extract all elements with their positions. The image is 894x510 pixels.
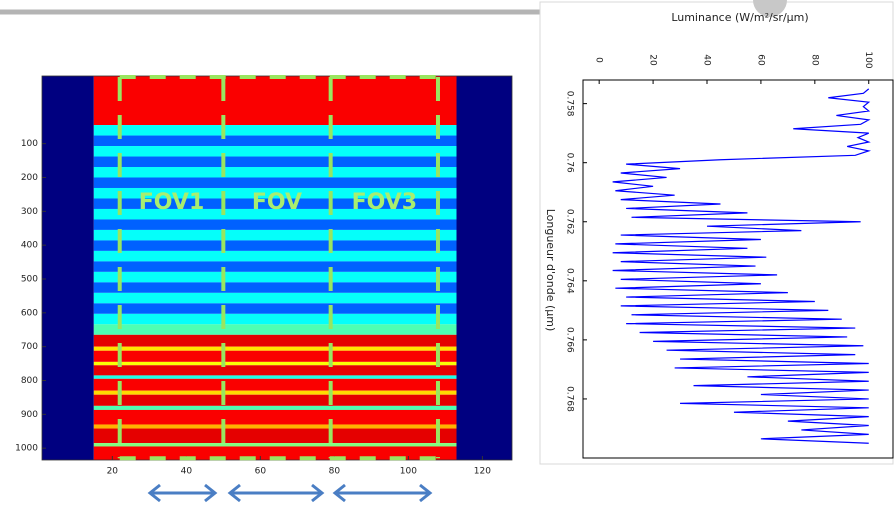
band xyxy=(94,146,457,156)
x-tick-label: 0.76 xyxy=(565,153,575,173)
image-background xyxy=(456,76,512,460)
x-tick-label: 120 xyxy=(474,467,491,477)
figure: Luminance (W/m²/sr/µm) Longueur d'onde (… xyxy=(0,0,894,510)
y-tick-label: 200 xyxy=(21,173,38,183)
chart-title: Luminance (W/m²/sr/µm) xyxy=(671,11,808,24)
y-tick-label: 80 xyxy=(809,54,819,66)
y-tick-label: 0 xyxy=(594,57,604,63)
x-axis-label: Longueur d'onde (µm) xyxy=(544,209,557,332)
band xyxy=(94,406,457,410)
x-tick-label: 0.768 xyxy=(565,386,575,412)
band xyxy=(94,424,457,428)
y-tick-label: 100 xyxy=(863,51,873,68)
band xyxy=(94,303,457,313)
y-tick-label: 900 xyxy=(21,410,38,420)
band xyxy=(94,391,457,395)
y-tick-label: 700 xyxy=(21,342,38,352)
y-tick-label: 300 xyxy=(21,207,38,217)
band xyxy=(94,177,457,187)
y-tick-label: 800 xyxy=(21,376,38,386)
image-background xyxy=(42,76,94,460)
fov-label: FOV3 xyxy=(352,190,417,215)
band xyxy=(94,219,457,229)
y-tick-label: 20 xyxy=(648,54,658,66)
y-tick-label: 400 xyxy=(21,241,38,251)
band xyxy=(94,362,457,365)
band xyxy=(94,429,457,444)
x-tick-label: 40 xyxy=(181,467,193,477)
band xyxy=(94,167,457,177)
fov-label: FOV1 xyxy=(139,190,204,215)
band xyxy=(94,157,457,167)
band xyxy=(94,293,457,303)
band xyxy=(94,335,457,347)
band xyxy=(94,379,457,391)
band xyxy=(94,314,457,324)
x-tick-label: 0.764 xyxy=(565,268,575,294)
y-tick-label: 100 xyxy=(21,139,38,149)
band xyxy=(94,365,457,375)
band xyxy=(94,261,457,271)
plot-frame xyxy=(583,80,893,458)
x-tick-label: 0.762 xyxy=(565,209,575,235)
band xyxy=(94,443,457,446)
x-tick-label: 80 xyxy=(329,467,341,477)
band xyxy=(94,125,457,135)
band xyxy=(94,136,457,146)
band xyxy=(94,375,457,378)
band xyxy=(94,351,457,362)
band xyxy=(94,324,457,334)
y-tick-label: 1000 xyxy=(15,444,38,454)
band xyxy=(94,282,457,292)
band xyxy=(94,410,457,425)
band xyxy=(94,272,457,282)
y-tick-label: 500 xyxy=(21,274,38,284)
band xyxy=(94,347,457,351)
fov-label: FOV xyxy=(252,190,302,215)
band xyxy=(94,76,457,125)
band xyxy=(94,251,457,261)
x-tick-label: 60 xyxy=(255,467,267,477)
band xyxy=(94,230,457,240)
fov-arrows xyxy=(150,485,430,501)
x-tick-label: 0.766 xyxy=(565,327,575,353)
y-tick-label: 600 xyxy=(21,308,38,318)
y-tick-label: 40 xyxy=(702,54,712,66)
band xyxy=(94,240,457,250)
x-tick-label: 100 xyxy=(400,467,417,477)
x-tick-label: 0.758 xyxy=(565,91,575,117)
y-tick-label: 60 xyxy=(755,54,765,66)
band xyxy=(94,395,457,406)
x-tick-label: 20 xyxy=(107,467,119,477)
